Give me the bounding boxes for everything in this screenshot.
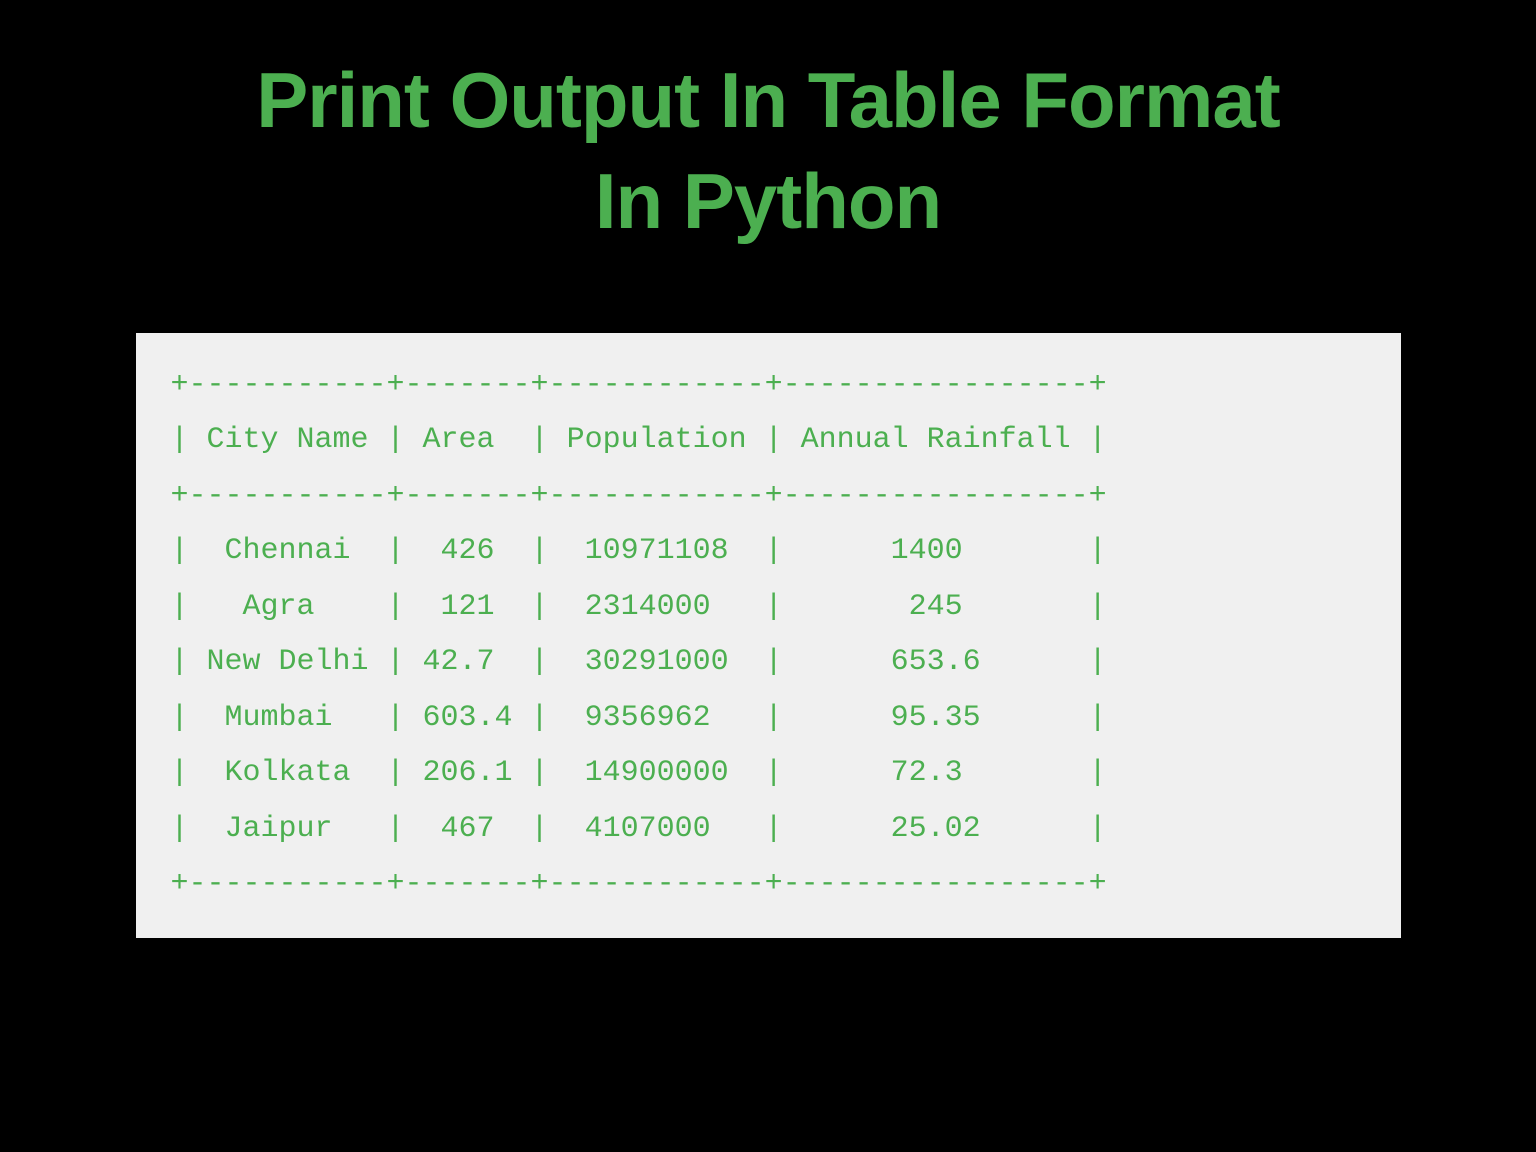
title-line-2: In Python — [595, 157, 941, 245]
page-title: Print Output In Table Format In Python — [256, 50, 1280, 253]
title-line-1: Print Output In Table Format — [256, 56, 1280, 144]
ascii-table: +-----------+-------+------------+------… — [171, 358, 1366, 913]
table-output-container: +-----------+-------+------------+------… — [136, 333, 1401, 938]
